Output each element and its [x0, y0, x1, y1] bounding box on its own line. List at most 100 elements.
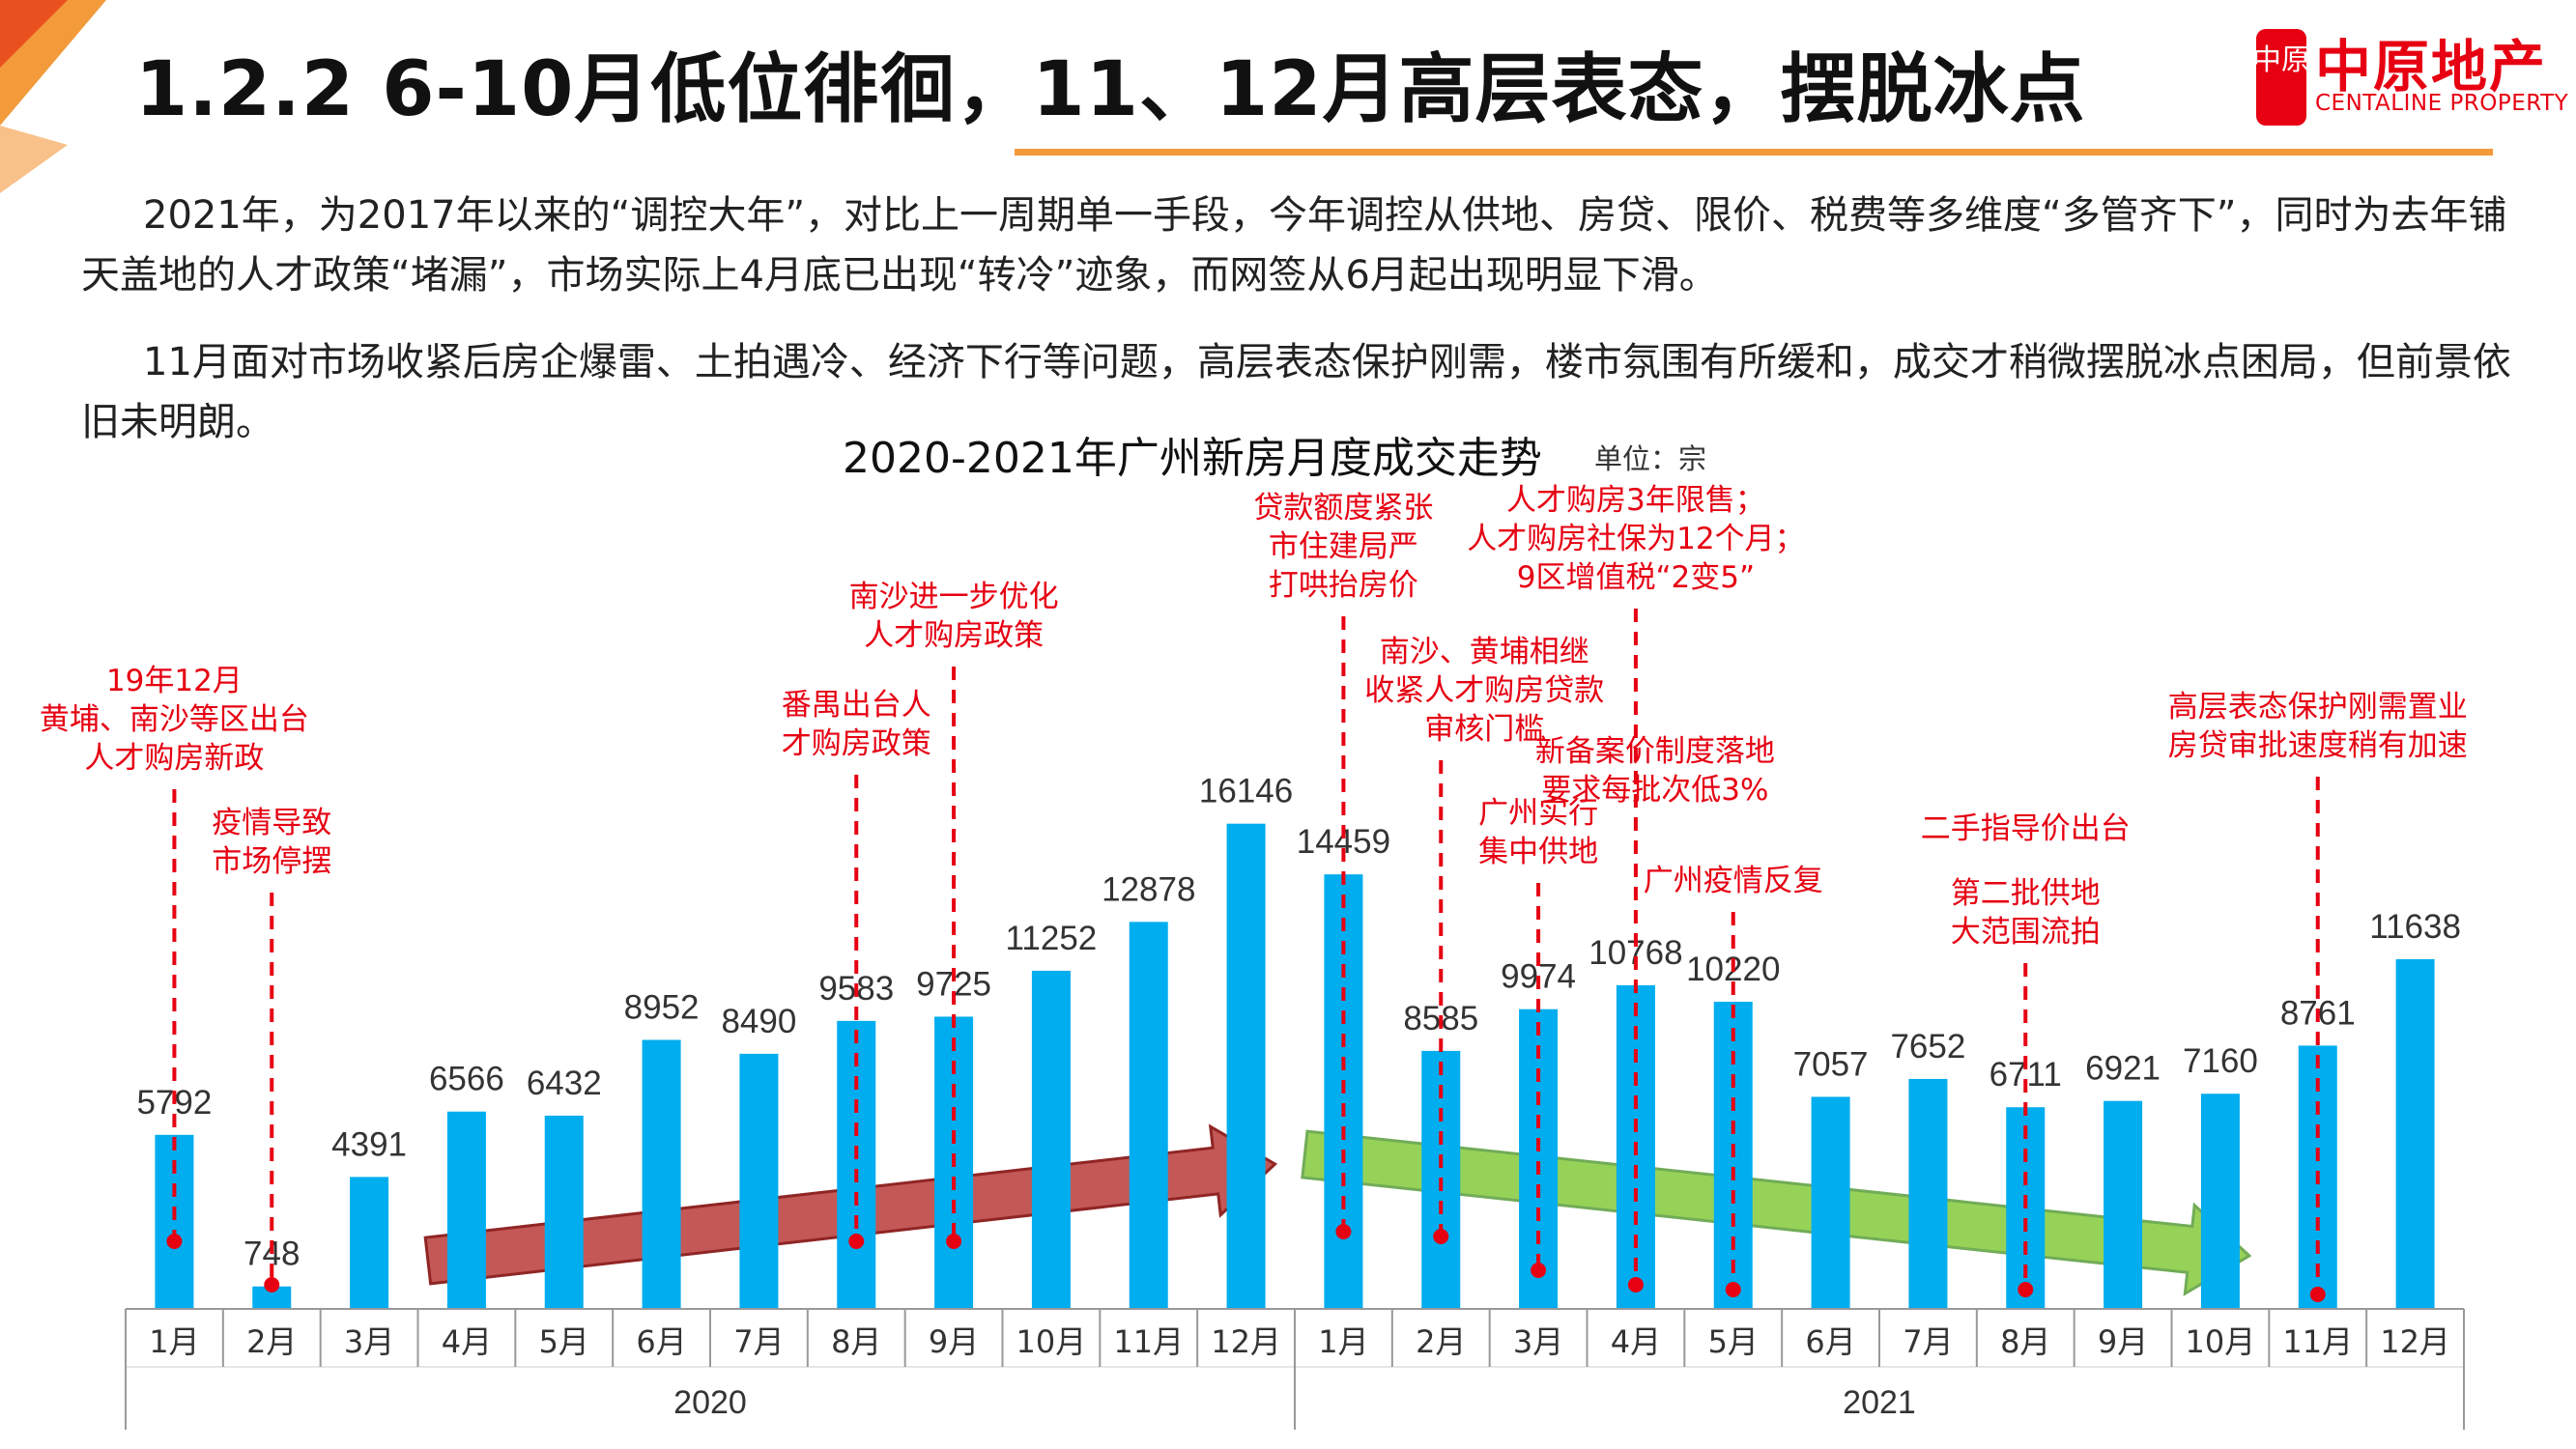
- bar-9: [1031, 970, 1071, 1309]
- x-tick-label-1: 2月: [246, 1323, 297, 1360]
- value-label-11: 16146: [1199, 773, 1293, 810]
- annotation-8-line-0: 新备案价制度落地: [1535, 734, 1775, 769]
- annotation-dot-9: [1725, 1282, 1741, 1297]
- annotation-5-line-2: 审核门槛: [1424, 712, 1544, 747]
- paragraph-2: 11月面对市场收紧后房企爆雷、土拍遇冷、经济下行等问题，高层表态保护刚需，楼市氛…: [81, 340, 2511, 444]
- x-tick-label-5: 6月: [636, 1323, 686, 1360]
- annotation-3-line-0: 南沙进一步优化: [849, 580, 1059, 614]
- annotation-dot-6: [1531, 1263, 1547, 1278]
- value-label-2: 4391: [331, 1125, 407, 1163]
- corner-decoration: [0, 0, 106, 193]
- annotation-dot-11: [2018, 1282, 2034, 1297]
- bar-11: [1226, 823, 1266, 1309]
- annotation-dot-7: [1627, 1277, 1644, 1293]
- annotation-10-line-0: 二手指导价出台: [1921, 811, 2131, 846]
- annotation-9-line-0: 广州疫情反复: [1644, 864, 1823, 898]
- annotation-4-line-1: 市住建局严: [1269, 529, 1418, 564]
- paragraph-1: 2021年，为2017年以来的“调控大年”，对比上一周期单一手段，今年调控从供地…: [81, 193, 2507, 298]
- annotation-4-line-0: 贷款额度紧张: [1253, 491, 1433, 526]
- annotation-11-line-1: 大范围流拍: [1951, 915, 2101, 950]
- bar-20: [2104, 1100, 2143, 1309]
- annotation-dot-3: [946, 1234, 962, 1249]
- annotation-dot-4: [1335, 1224, 1352, 1239]
- x-tick-label-2: 3月: [344, 1323, 394, 1360]
- x-tick-label-18: 7月: [1903, 1323, 1953, 1360]
- value-label-21: 7160: [2183, 1042, 2258, 1080]
- annotation-6-line-0: 广州实行: [1478, 796, 1598, 831]
- annotation-11-line-0: 第二批供地: [1951, 876, 2101, 911]
- value-label-18: 7652: [1890, 1028, 1965, 1065]
- annotation-dot-0: [166, 1234, 183, 1249]
- title-divider: [1015, 149, 2493, 156]
- bar-1: [252, 1286, 292, 1309]
- annotation-0-line-2: 人才购房新政: [84, 741, 264, 776]
- year-label-2021: 2021: [1843, 1384, 1916, 1421]
- annotation-2-line-0: 番禺出台人: [782, 688, 931, 723]
- chart-title: 2020-2021年广州新房月度成交走势: [843, 434, 1542, 483]
- x-tick-label-15: 4月: [1611, 1323, 1661, 1360]
- x-tick-label-17: 6月: [1805, 1323, 1855, 1360]
- value-label-23: 11638: [2369, 908, 2461, 946]
- annotation-dot-12: [2309, 1287, 2326, 1302]
- x-tick-label-20: 9月: [2098, 1323, 2148, 1360]
- logo-mark-text: 中原: [2256, 43, 2310, 77]
- annotation-5-line-0: 南沙、黄埔相继: [1380, 635, 1589, 669]
- x-tick-label-4: 5月: [539, 1323, 589, 1360]
- logo-mark-icon: [2256, 29, 2306, 126]
- annotation-7-line-2: 9区增值税“2变5”: [1517, 560, 1755, 595]
- x-tick-label-9: 10月: [1016, 1323, 1087, 1360]
- x-tick-label-23: 12月: [2380, 1323, 2450, 1360]
- chart-unit: 单位：宗: [1594, 442, 1707, 475]
- x-tick-label-8: 9月: [929, 1323, 979, 1360]
- value-label-20: 6921: [2085, 1050, 2161, 1088]
- annotation-7-line-1: 人才购房社保为12个月；: [1467, 522, 1804, 556]
- x-tick-label-19: 8月: [2000, 1323, 2050, 1360]
- annotation-6-line-1: 集中供地: [1478, 835, 1598, 869]
- annotation-0-line-0: 19年12月: [106, 664, 243, 698]
- annotation-dot-5: [1433, 1229, 1449, 1244]
- x-tick-label-11: 12月: [1211, 1323, 1281, 1360]
- x-tick-label-16: 5月: [1708, 1323, 1759, 1360]
- annotation-12-line-0: 高层表态保护刚需置业: [2168, 690, 2468, 724]
- annotation-1-line-0: 疫情导致: [212, 806, 331, 840]
- x-tick-label-3: 4月: [442, 1323, 492, 1360]
- x-tick-label-12: 1月: [1318, 1323, 1368, 1360]
- annotation-12-line-1: 房贷审批速度稍有加速: [2168, 728, 2468, 763]
- bar-6: [739, 1053, 779, 1309]
- annotation-1-line-1: 市场停摆: [212, 844, 331, 879]
- annotation-4-line-2: 打哄抬房价: [1269, 568, 1418, 603]
- bar-17: [1811, 1096, 1850, 1309]
- logo: 中原: [2256, 29, 2310, 126]
- bar-4: [544, 1115, 584, 1309]
- annotation-2-line-1: 才购房政策: [782, 726, 931, 761]
- bar-18: [1908, 1078, 1948, 1309]
- year-label-2020: 2020: [673, 1384, 747, 1421]
- page-title: 1.2.2 6-10月低位徘徊，11、12月高层表态，摆脱冰点: [135, 46, 2086, 133]
- annotation-dot-1: [264, 1277, 280, 1293]
- x-tick-label-21: 10月: [2186, 1323, 2256, 1360]
- annotation-8-line-1: 要求每批次低3%: [1541, 773, 1768, 808]
- annotation-0-line-1: 黄埔、南沙等区出台: [40, 702, 309, 737]
- bar-7: [837, 1020, 876, 1309]
- value-label-4: 6432: [527, 1065, 602, 1102]
- x-tick-label-13: 2月: [1416, 1323, 1466, 1360]
- x-tick-label-22: 11月: [2282, 1323, 2353, 1360]
- bar-23: [2395, 958, 2435, 1309]
- value-label-6: 8490: [721, 1003, 796, 1040]
- value-label-10: 12878: [1102, 870, 1195, 908]
- annotation-7-line-0: 人才购房3年限售；: [1506, 483, 1765, 518]
- bar-10: [1129, 922, 1168, 1309]
- annotation-dot-2: [848, 1234, 865, 1249]
- bar-5: [642, 1039, 681, 1309]
- brand-subtitle: CENTALINE PROPERTY: [2315, 91, 2569, 116]
- value-label-3: 6566: [429, 1061, 504, 1098]
- value-label-17: 7057: [1793, 1045, 1869, 1083]
- x-tick-label-7: 8月: [831, 1323, 881, 1360]
- bar-21: [2200, 1094, 2240, 1309]
- bar-2: [350, 1177, 389, 1309]
- value-label-9: 11252: [1006, 920, 1098, 957]
- x-tick-label-10: 11月: [1113, 1323, 1184, 1360]
- x-tick-label-0: 1月: [149, 1323, 199, 1360]
- brand-name: 中原地产: [2315, 34, 2548, 99]
